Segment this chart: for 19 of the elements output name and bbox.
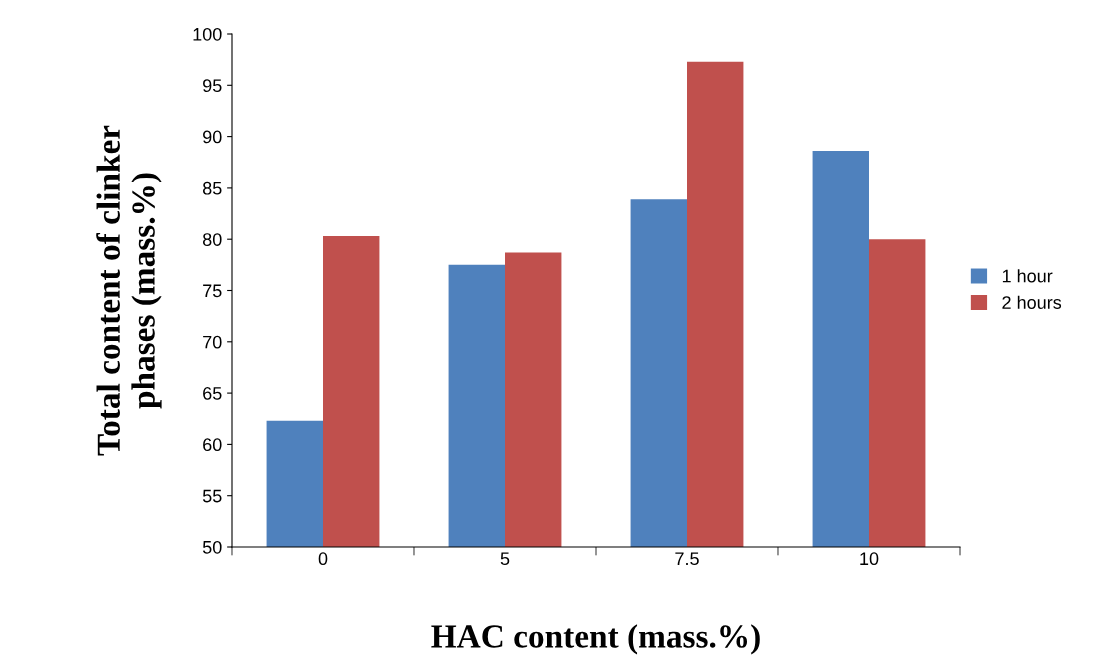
legend-label: 1 hour: [1002, 269, 1053, 283]
y-tick-label: 85: [202, 181, 222, 195]
y-tick-label: 100: [193, 27, 222, 41]
x-tick-label: 7.5: [675, 552, 699, 566]
y-axis-title: Total content of clinker phases (mass.%): [96, 125, 162, 456]
y-tick-label: 80: [202, 233, 222, 246]
x-tick-label: 0: [318, 552, 328, 566]
y-tick-label: 50: [202, 540, 222, 554]
x-tick-label: 5: [500, 552, 510, 566]
y-tick-label: 90: [203, 130, 222, 144]
x-axis-title: HAC content (mass.%): [431, 624, 760, 655]
y-tick-label: 55: [202, 489, 222, 503]
y-tick-label: 75: [203, 284, 222, 298]
x-tick-label: 10: [860, 552, 879, 566]
y-tick-label: 95: [203, 79, 222, 93]
y-tick-label: 65: [203, 387, 222, 400]
y-tick-label: 70: [203, 335, 222, 349]
legend-label: 2 hours: [1002, 295, 1062, 309]
y-tick-label: 60: [203, 438, 222, 452]
